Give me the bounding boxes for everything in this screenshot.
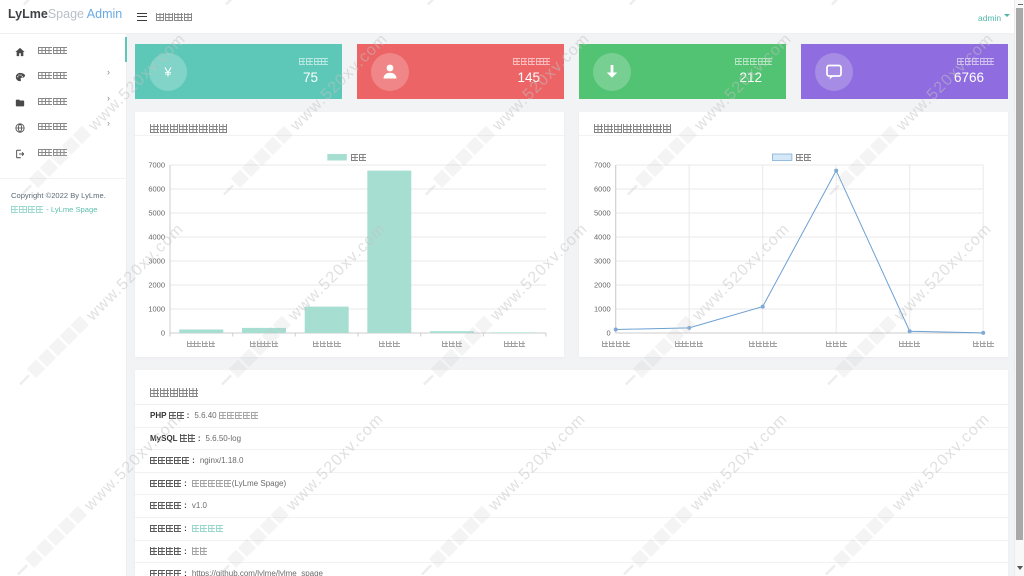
svg-text:6000: 6000 <box>594 185 611 194</box>
svg-text:5000: 5000 <box>594 209 611 218</box>
svg-text:0: 0 <box>607 329 611 338</box>
svg-text:5000: 5000 <box>148 209 165 218</box>
svg-text:1000: 1000 <box>594 305 611 314</box>
svg-text:4000: 4000 <box>148 233 165 242</box>
svg-text:3000: 3000 <box>594 257 611 266</box>
svg-text:2000: 2000 <box>594 281 611 290</box>
svg-text:6000: 6000 <box>148 185 165 194</box>
svg-text:¥: ¥ <box>163 64 172 79</box>
svg-text:0: 0 <box>161 329 165 338</box>
svg-text:2000: 2000 <box>148 281 165 290</box>
svg-text:4000: 4000 <box>594 233 611 242</box>
svg-text:7000: 7000 <box>148 161 165 170</box>
svg-text:3000: 3000 <box>148 257 165 266</box>
svg-text:1000: 1000 <box>148 305 165 314</box>
svg-text:7000: 7000 <box>594 161 611 170</box>
